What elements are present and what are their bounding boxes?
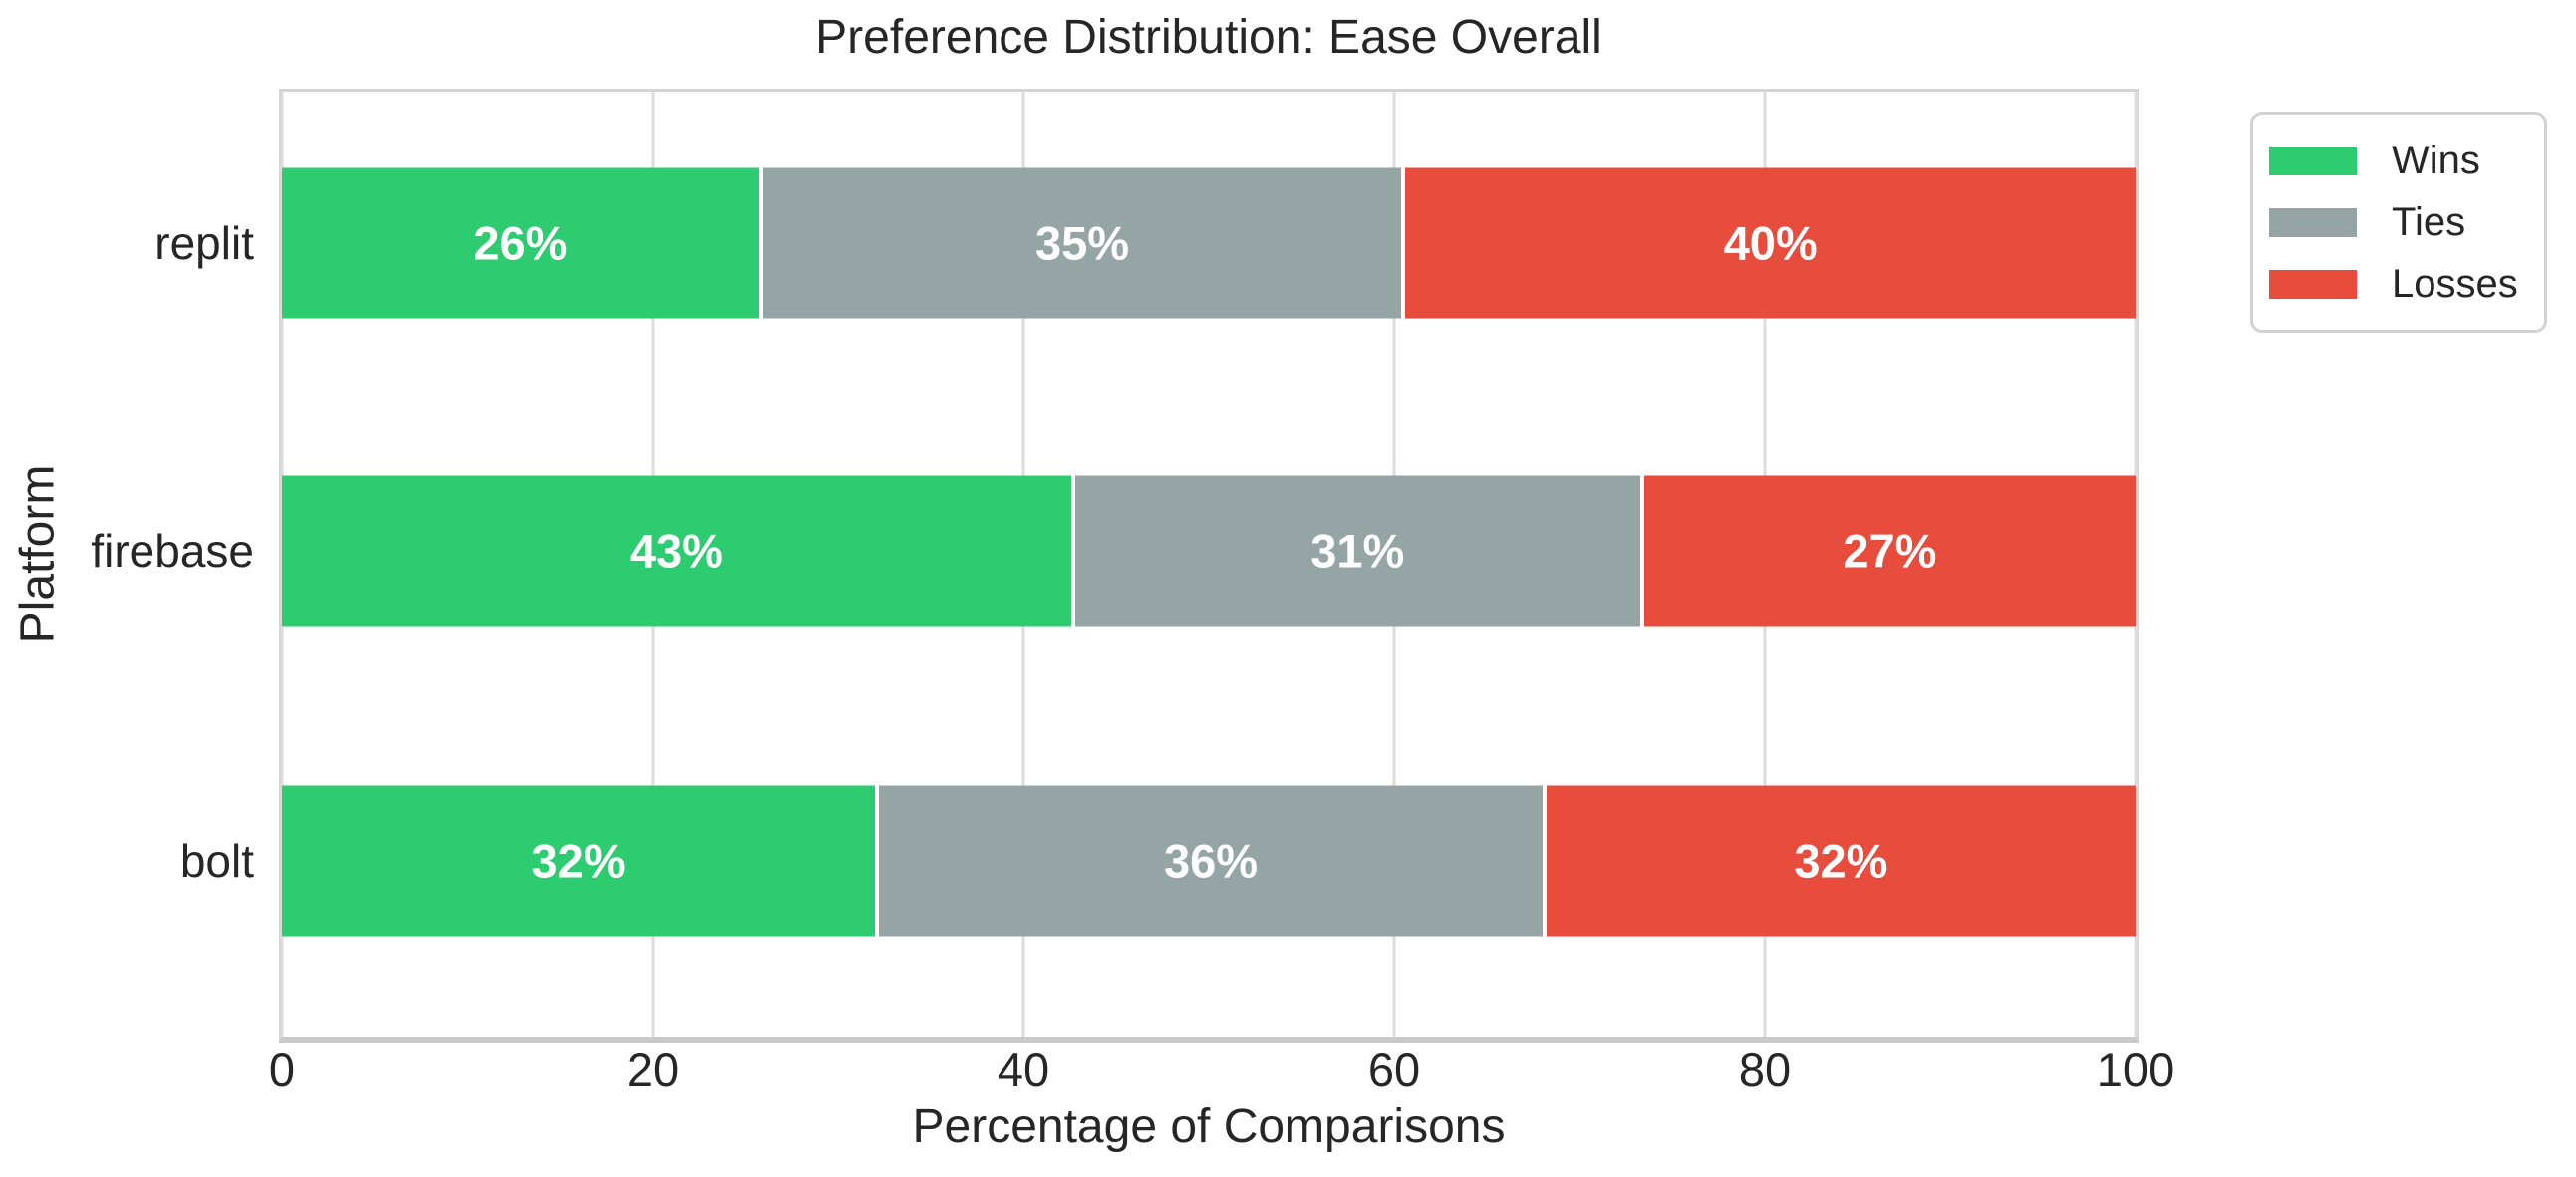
bar-value-label: 26% [473,216,568,270]
legend-label: Losses [2392,261,2518,306]
legend-item-ties: Ties [2269,191,2544,253]
y-tick-label-replit: replit [154,216,254,269]
bar-row-replit: 26% 35% 40% [282,167,2136,319]
x-tick-labels: 0 20 40 60 80 100 [269,1042,2174,1100]
bar-row-firebase: 43% 31% 27% [282,475,2136,627]
x-tick-label: 0 [268,1043,296,1096]
bar-segment-losses-replit: 40% [1401,167,2136,319]
legend-swatch-wins-icon [2269,146,2357,175]
bar-value-label: 32% [531,834,626,888]
legend-label: Wins [2392,138,2480,182]
y-tick-label-firebase: firebase [91,525,254,578]
bar-segment-ties-replit: 35% [758,167,1402,319]
bar-row-bolt: 32% 36% 32% [282,785,2136,937]
bar-segment-wins-replit: 26% [282,167,759,319]
x-tick-label: 20 [626,1043,680,1096]
bar-value-label: 31% [1310,524,1405,578]
y-tick-label-bolt: bolt [179,834,254,887]
bar-segment-ties-bolt: 36% [875,785,1543,937]
legend-item-wins: Wins [2269,130,2544,191]
bar-value-label: 35% [1035,216,1130,270]
x-tick-label: 80 [1738,1043,1792,1096]
x-tick-label: 60 [1367,1043,1421,1096]
bar-value-label: 43% [629,524,723,578]
legend-swatch-ties-icon [2269,207,2357,237]
x-axis-label: Percentage of Comparisons [912,1100,1506,1153]
gridline [2134,92,2138,1037]
bar-segment-ties-firebase: 31% [1070,475,1640,627]
bar-value-label: 27% [1843,524,1937,578]
y-tick-labels: replit firebase bolt [0,92,254,1037]
x-tick-label: 40 [997,1043,1050,1096]
bar-value-label: 32% [1794,834,1888,888]
bar-segment-losses-bolt: 32% [1542,785,2136,937]
bar-value-label: 40% [1723,216,1818,270]
bar-segment-wins-firebase: 43% [282,475,1071,627]
chart-title: Preference Distribution: Ease Overall [815,11,1602,64]
plot-area: 26% 35% 40% 43% 31% 27% 32% 36% 32% [279,89,2139,1043]
bar-value-label: 36% [1163,834,1259,888]
bar-segment-wins-bolt: 32% [282,785,876,937]
legend-swatch-losses-icon [2269,269,2357,299]
legend-label: Ties [2392,199,2466,244]
bar-segment-losses-firebase: 27% [1639,475,2136,627]
legend: Wins Ties Losses [2250,112,2547,333]
legend-item-losses: Losses [2269,253,2544,315]
x-tick-label: 100 [2096,1043,2175,1096]
